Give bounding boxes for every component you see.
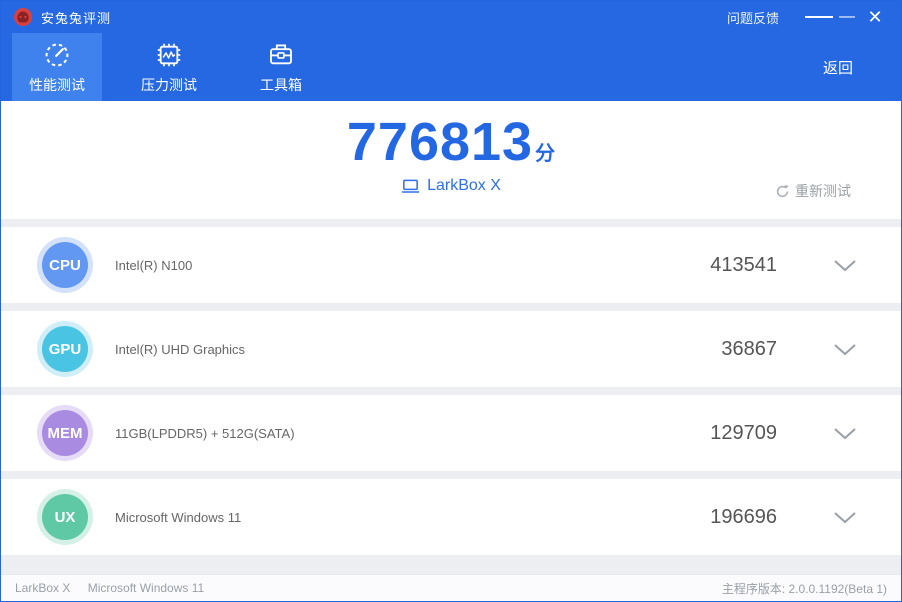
ux-badge: UX — [42, 494, 88, 540]
row-label: Microsoft Windows 11 — [115, 509, 242, 525]
minimize-button[interactable]: — — [839, 8, 855, 25]
tab-performance-test[interactable]: 性能测试 — [12, 33, 102, 101]
result-row-cpu[interactable]: CPU Intel(R) N100 413541 — [1, 227, 901, 303]
refresh-icon — [776, 184, 789, 197]
row-score: 36867 — [721, 337, 777, 360]
mem-badge: MEM — [42, 410, 88, 456]
row-label: Intel(R) N100 — [115, 257, 193, 273]
row-score: 413541 — [710, 253, 777, 276]
title-bar: 安兔兔评测 问题反馈 — ✕ — [1, 1, 901, 33]
footer-device: LarkBox X — [15, 581, 71, 595]
tab-stress-test[interactable]: 压力测试 — [124, 33, 214, 101]
feedback-link[interactable]: 问题反馈 — [726, 10, 779, 26]
retest-label: 重新测试 — [795, 183, 851, 199]
footer-os: Microsoft Windows 11 — [87, 581, 205, 595]
device-name: LarkBox X — [427, 177, 501, 194]
row-score: 196696 — [710, 505, 777, 528]
tab-label: 工具箱 — [260, 76, 302, 93]
device-line: LarkBox X — [1, 177, 901, 195]
footer-version: 主程序版本: 2.0.0.1192(Beta 1) — [721, 581, 887, 596]
chevron-down-icon[interactable] — [833, 511, 857, 524]
gpu-badge: GPU — [42, 326, 88, 372]
result-row-ux[interactable]: UX Microsoft Windows 11 196696 — [1, 479, 901, 555]
laptop-icon — [402, 179, 420, 193]
total-score-value: 776813 — [346, 112, 534, 172]
cpu-badge: CPU — [42, 242, 88, 288]
antutu-logo-icon — [14, 8, 32, 26]
tab-label: 性能测试 — [29, 76, 85, 93]
app-title: 安兔兔评测 — [41, 10, 112, 26]
total-score-unit: 分 — [535, 143, 556, 165]
chevron-down-icon[interactable] — [833, 259, 857, 272]
result-row-gpu[interactable]: GPU Intel(R) UHD Graphics 36867 — [1, 311, 901, 387]
total-score: 776813 分 — [347, 111, 555, 173]
row-label: Intel(R) UHD Graphics — [115, 341, 246, 357]
speedometer-icon — [45, 43, 69, 66]
menu-icon[interactable] — [805, 3, 833, 31]
row-label: 11GB(LPDDR5) + 512G(SATA) — [115, 425, 295, 441]
tab-toolbox[interactable]: 工具箱 — [236, 33, 326, 101]
footer-device-info: LarkBox X Microsoft Windows 11 — [15, 581, 204, 595]
status-bar: LarkBox X Microsoft Windows 11 主程序版本: 2.… — [1, 574, 901, 601]
chevron-down-icon[interactable] — [833, 343, 857, 356]
row-score: 129709 — [710, 421, 777, 444]
retest-button[interactable]: 重新测试 — [775, 181, 851, 201]
tab-label: 压力测试 — [141, 76, 197, 93]
back-button[interactable]: 返回 — [822, 59, 853, 77]
score-section: 776813 分 LarkBox X 重新测试 — [1, 101, 901, 219]
chevron-down-icon[interactable] — [833, 427, 857, 440]
toolbox-icon — [270, 44, 292, 64]
chip-icon — [157, 43, 181, 66]
tab-bar: 性能测试 压力测试 工具箱 — [1, 33, 901, 101]
close-button[interactable]: ✕ — [867, 6, 883, 27]
result-row-mem[interactable]: MEM 11GB(LPDDR5) + 512G(SATA) 129709 — [1, 395, 901, 471]
main-content: 776813 分 LarkBox X 重新测试 CPU Intel(R) N — [1, 101, 901, 574]
